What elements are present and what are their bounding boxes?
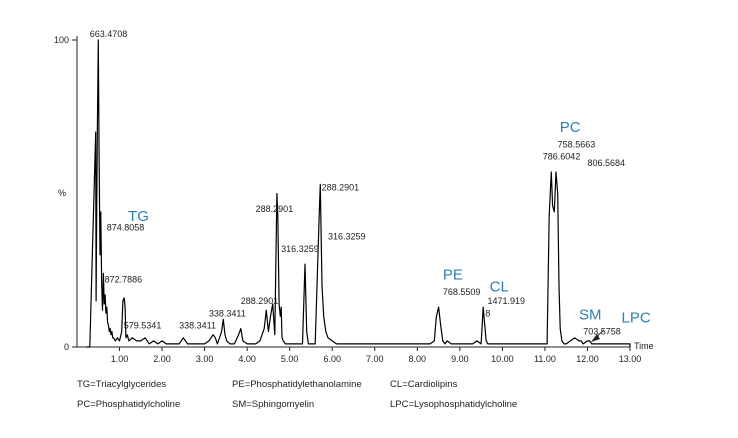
x-tick-label: 10.00 <box>491 354 514 364</box>
legend-sm: SM=Sphingomyelin <box>232 399 315 410</box>
peak-label: 663.4708 <box>90 29 128 39</box>
peak-label: 338.3411 <box>179 321 216 331</box>
x-tick-label: 6.00 <box>323 354 341 364</box>
peak-label: 758.5663 <box>558 139 596 149</box>
legend-pc: PC=Phosphatidylcholine <box>77 399 181 410</box>
peak-label: 288.2901 <box>256 204 294 214</box>
x-tick-label: 3.00 <box>196 354 214 364</box>
peak-label: 338.3411 <box>209 308 246 318</box>
class-label-pc: PC <box>560 119 581 136</box>
legend-cl: CL=Cardiolipins <box>390 379 458 390</box>
lpc-arrow <box>591 329 605 342</box>
peak-label: 786.6042 <box>543 152 581 162</box>
lpc-arrow-head <box>591 334 600 342</box>
peak-label: 874.8058 <box>107 222 145 232</box>
peak-label: 1471.919 <box>487 296 525 306</box>
class-label-pe: PE <box>443 266 463 283</box>
x-tick-label: 1.00 <box>111 354 129 364</box>
x-tick-label: 12.00 <box>576 354 599 364</box>
y-tick-label-0: 0 <box>64 342 69 352</box>
chromatogram-trace <box>86 39 631 348</box>
peak-label: 806.5684 <box>587 158 625 168</box>
x-tick-label: 7.00 <box>366 354 384 364</box>
peak-label: 288.2901 <box>322 182 360 192</box>
class-label-sm: SM <box>579 306 602 323</box>
x-tick-label: 9.00 <box>451 354 469 364</box>
peak-labels: 663.4708 874.8058 872.7886 579.5341 338.3411… <box>90 29 625 337</box>
y-tick-label-100: 100 <box>54 35 69 45</box>
class-label-cl: CL <box>490 279 509 296</box>
x-tick-label: 2.00 <box>153 354 171 364</box>
class-label-tg: TG <box>128 208 149 225</box>
class-label-lpc: LPC <box>621 309 650 326</box>
peak-label: 288.2901 <box>241 296 279 306</box>
x-tick-label: 5.00 <box>281 354 299 364</box>
x-tick-label: 11.00 <box>534 354 556 364</box>
legend-lpc: LPC=Lysophosphatidylcholine <box>390 399 518 410</box>
x-tick-label: 8.00 <box>409 354 427 364</box>
peak-label: 768.5509 <box>443 287 481 297</box>
x-axis: 1.00 2.00 3.00 4.00 5.00 6.00 7.00 8.00 9.00 10.0… <box>77 341 654 364</box>
x-tick-label: 4.00 <box>238 354 256 364</box>
y-axis: 100 0 % <box>54 35 78 352</box>
peak-label: 8 <box>485 308 490 318</box>
x-tick-label: 13.00 <box>619 354 642 364</box>
peak-label: 316.3259 <box>281 244 319 254</box>
class-labels: TG PE CL PC SM LPC <box>128 119 651 326</box>
legend-tg: TG=Triacylglycerides <box>77 379 167 390</box>
peak-label: 872.7886 <box>105 275 143 285</box>
legend-pe: PE=Phosphatidylethanolamine <box>232 379 362 390</box>
x-axis-label: Time <box>634 341 654 351</box>
y-axis-label: % <box>58 188 66 198</box>
x-ticks: 1.00 2.00 3.00 4.00 5.00 6.00 7.00 8.00 9.00 10.0… <box>111 347 641 364</box>
peak-label: 579.5341 <box>124 321 162 331</box>
peak-label: 316.3259 <box>328 232 366 242</box>
